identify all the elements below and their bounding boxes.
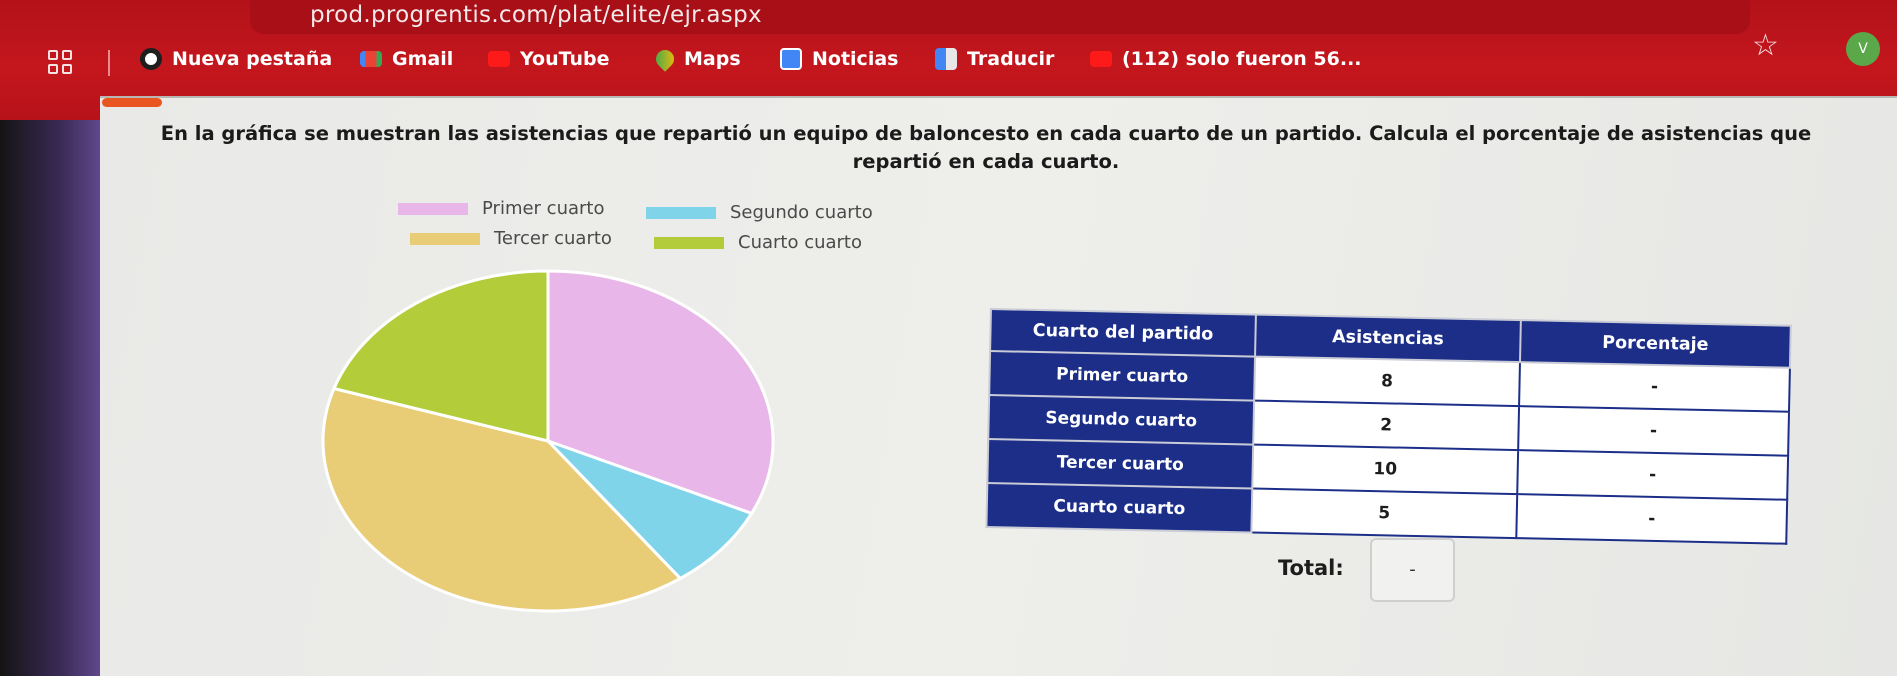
percent-input[interactable]: - — [1519, 362, 1790, 412]
legend-label: Tercer cuarto — [494, 228, 612, 249]
total-label: Total: — [1278, 556, 1344, 580]
youtube-icon — [1090, 51, 1112, 67]
row-assists: 2 — [1253, 400, 1520, 451]
legend-label: Cuarto cuarto — [738, 232, 863, 253]
legend-swatch — [654, 236, 724, 249]
gmail-icon — [360, 51, 382, 67]
legend-item-cuarto: Cuarto cuarto — [654, 232, 862, 253]
legend-item-segundo: Segundo cuarto — [646, 202, 873, 223]
header-percent: Porcentaje — [1519, 320, 1791, 368]
bookmark-label: Maps — [684, 48, 741, 70]
bookmark-label: Gmail — [392, 48, 454, 70]
total-input[interactable]: - — [1370, 538, 1455, 602]
pie-slice-tercer-cuarto — [321, 386, 683, 613]
row-quarter: Tercer cuarto — [987, 438, 1254, 489]
bookmark-label: YouTube — [520, 48, 610, 70]
bookmark-label: Nueva pestaña — [172, 48, 333, 70]
legend-label: Segundo cuarto — [730, 202, 873, 223]
news-icon — [780, 48, 802, 70]
row-quarter: Cuarto cuarto — [986, 482, 1253, 533]
bookmark-maps[interactable]: Maps — [652, 46, 741, 72]
legend-item-tercer: Tercer cuarto — [410, 228, 612, 249]
percent-input[interactable]: - — [1516, 494, 1788, 544]
percent-input[interactable]: - — [1518, 406, 1790, 456]
url-text[interactable]: prod.progrentis.com/plat/elite/ejr.aspx — [310, 2, 762, 28]
row-assists: 8 — [1254, 356, 1520, 407]
row-assists: 10 — [1252, 444, 1519, 495]
pie-slice-segundo-cuarto — [546, 439, 754, 581]
exercise-page: En la gráfica se muestran las asistencia… — [100, 96, 1897, 676]
progress-indicator — [102, 98, 162, 107]
bookmark-traducir[interactable]: Traducir — [935, 48, 1054, 70]
bookmark-gmail[interactable]: Gmail — [360, 48, 453, 70]
pie-slice-primer-cuarto — [546, 269, 775, 516]
legend-label: Primer cuarto — [482, 198, 605, 219]
bookmark-label: (112) solo fueron 56... — [1122, 48, 1362, 70]
legend-item-primer: Primer cuarto — [398, 198, 604, 219]
header-assists: Asistencias — [1255, 314, 1521, 363]
assists-table: Cuarto del partido Asistencias Porcentaj… — [985, 308, 1791, 549]
row-quarter: Primer cuarto — [989, 351, 1256, 401]
bookmark-nueva-pestana[interactable]: Nueva pestaña — [140, 48, 332, 70]
maps-pin-icon — [652, 46, 678, 72]
percent-input[interactable]: - — [1517, 450, 1789, 500]
legend-swatch — [646, 206, 716, 219]
pie-slice-cuarto-cuarto — [331, 269, 550, 443]
header-quarter: Cuarto del partido — [990, 309, 1256, 357]
question-text: En la gráfica se muestran las asistencia… — [160, 122, 1812, 173]
translate-icon — [935, 48, 957, 70]
legend-swatch — [410, 232, 480, 245]
chart-legend: Primer cuarto Segundo cuarto Tercer cuar… — [298, 198, 873, 258]
bookmark-label: Noticias — [812, 48, 899, 70]
bookmarks-bar: Nueva pestaña Gmail YouTube Maps Noticia… — [0, 42, 1897, 86]
row-assists: 5 — [1251, 488, 1518, 539]
pie-chart — [321, 269, 775, 613]
bookmarks-separator — [108, 50, 110, 76]
profile-avatar[interactable]: V — [1846, 32, 1880, 66]
row-quarter: Segundo cuarto — [988, 395, 1255, 445]
bookmark-star-icon[interactable]: ☆ — [1752, 28, 1779, 63]
bookmark-label: Traducir — [967, 48, 1055, 70]
legend-swatch — [398, 202, 468, 215]
apps-grid-icon[interactable] — [48, 50, 74, 76]
bookmark-youtube-video[interactable]: (112) solo fueron 56... — [1090, 48, 1362, 70]
chrome-icon — [140, 48, 162, 70]
bookmark-youtube[interactable]: YouTube — [488, 48, 609, 70]
bookmark-noticias[interactable]: Noticias — [780, 48, 898, 70]
address-bar[interactable] — [250, 0, 1750, 34]
youtube-icon — [488, 51, 510, 67]
